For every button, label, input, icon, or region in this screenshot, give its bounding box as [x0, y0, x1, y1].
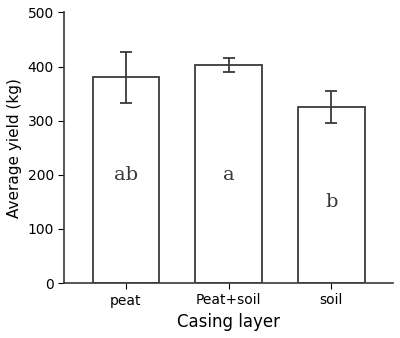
Bar [92, 77, 159, 283]
Bar [298, 107, 365, 283]
X-axis label: Casing layer: Casing layer [177, 313, 280, 331]
Text: ab: ab [114, 166, 138, 184]
Text: a: a [223, 166, 234, 184]
Y-axis label: Average yield (kg): Average yield (kg) [7, 78, 22, 218]
Bar [195, 65, 262, 283]
Text: b: b [325, 193, 338, 211]
